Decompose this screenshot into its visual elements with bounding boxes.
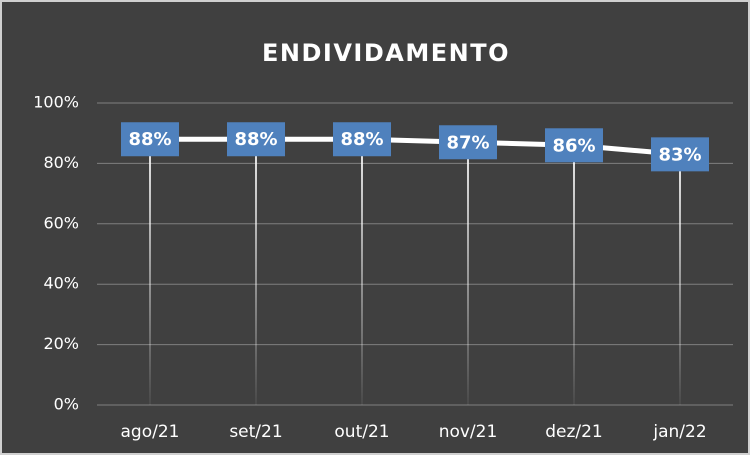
drop-line: [361, 139, 363, 406]
drop-line: [149, 139, 151, 406]
value-label: 83%: [658, 144, 701, 165]
y-tick-label: 0%: [54, 395, 79, 414]
x-tick-label: out/21: [334, 422, 389, 442]
value-label-box: [439, 125, 497, 160]
y-tick-label: 60%: [43, 213, 79, 232]
y-tick-label: 80%: [43, 153, 79, 172]
value-label-box: [227, 122, 285, 157]
drop-line: [573, 145, 575, 405]
y-tick-label: 40%: [43, 274, 79, 293]
drop-line: [255, 139, 257, 406]
x-tick-label: ago/21: [121, 422, 180, 442]
y-tick-label: 100%: [33, 93, 79, 112]
chart-title: ENDIVIDAMENTO: [262, 39, 510, 67]
drop-line: [467, 142, 469, 405]
x-tick-label: nov/21: [439, 422, 498, 442]
value-label: 87%: [446, 132, 489, 153]
value-label: 86%: [552, 135, 595, 156]
value-label: 88%: [128, 129, 171, 150]
value-label-box: [651, 137, 709, 172]
x-tick-label: set/21: [229, 422, 282, 442]
x-tick-label: dez/21: [545, 422, 603, 442]
value-label-box: [333, 122, 391, 157]
value-label-box: [545, 128, 603, 163]
value-label: 88%: [234, 129, 277, 150]
drop-line: [679, 154, 681, 405]
value-label: 88%: [340, 129, 383, 150]
value-label-box: [121, 122, 179, 157]
x-tick-label: jan/22: [652, 422, 706, 442]
y-tick-label: 20%: [43, 334, 79, 353]
